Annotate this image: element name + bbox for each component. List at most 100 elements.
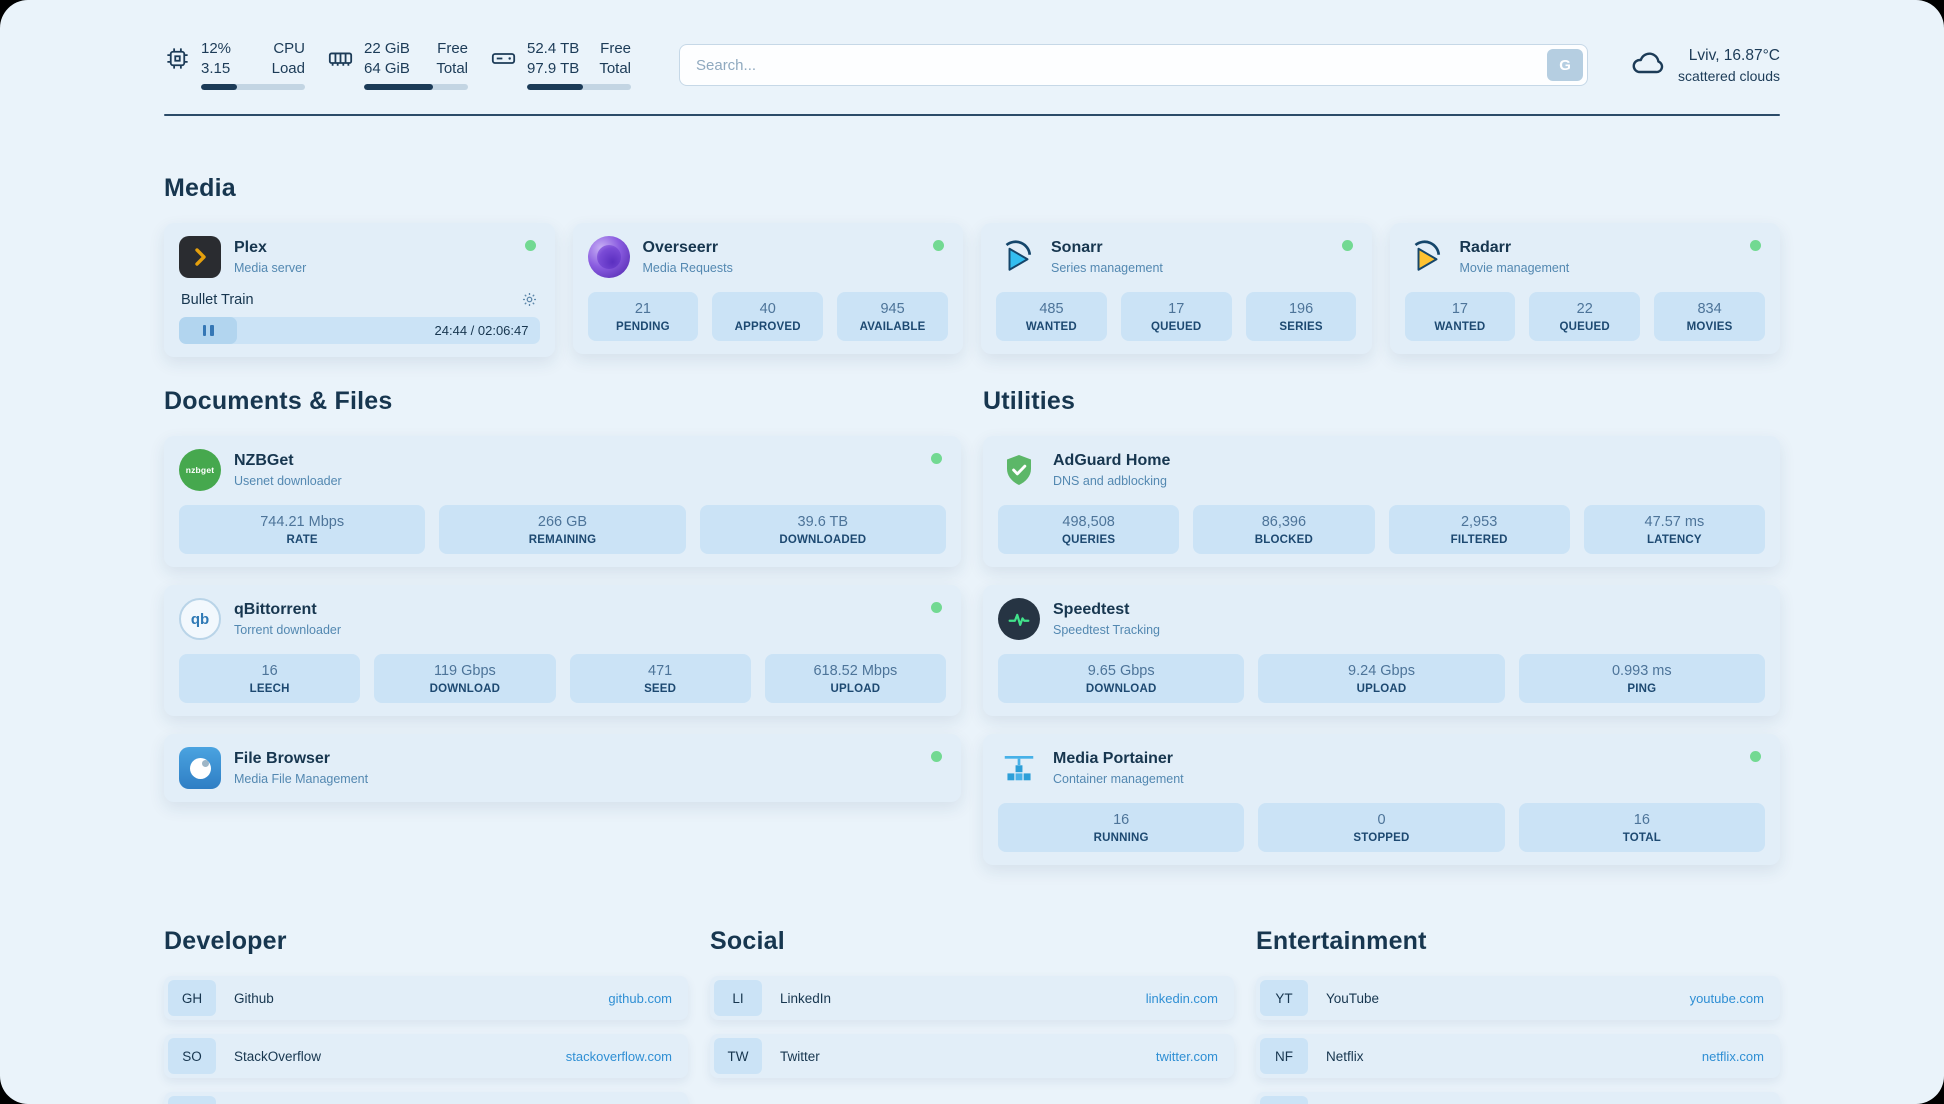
stat-value: 0: [1377, 812, 1386, 828]
stat-value: 498,508: [1062, 514, 1115, 530]
stat-label: AVAILABLE: [859, 321, 926, 333]
card-qbittorrent[interactable]: qb qBittorrent Torrent downloader 16: [164, 585, 961, 716]
stat-label: UPLOAD: [830, 683, 881, 695]
stat-label: APPROVED: [734, 321, 801, 333]
disk-total-label: Total: [599, 60, 631, 77]
app-subtitle-filebrowser: Media File Management: [234, 772, 369, 786]
stat-queries: 498,508 QUERIES: [998, 505, 1180, 554]
stat-download: 9.65 Gbps DOWNLOAD: [998, 654, 1245, 703]
top-bar: 12% 3.15 CPU Load: [164, 40, 1780, 90]
stat-value: 618.52 Mbps: [813, 663, 898, 679]
status-dot-radarr: [1750, 240, 1761, 251]
adguard-icon: [998, 449, 1040, 491]
stat-label: SEED: [644, 683, 677, 695]
bookmark-reddit[interactable]: RE Reddit reddit.com: [1256, 1092, 1780, 1104]
bookmark-abbr: NF: [1260, 1038, 1308, 1074]
bookmark-abbr: GH: [168, 980, 216, 1016]
stat-label: QUEUED: [1151, 321, 1202, 333]
section-utilities: Utilities AdGuard Home: [983, 387, 1780, 865]
stat-label: QUERIES: [1062, 534, 1116, 546]
card-sonarr[interactable]: Sonarr Series management 485 WANTED 17 Q…: [981, 223, 1372, 354]
stat-value: 9.65 Gbps: [1087, 663, 1155, 679]
plex-icon: [179, 236, 221, 278]
section-title-developer: Developer: [164, 927, 287, 955]
bookmark-stackoverflow[interactable]: SO StackOverflow stackoverflow.com: [164, 1034, 688, 1078]
stat-label: BLOCKED: [1254, 534, 1313, 546]
player-progress-bar: 24:44 / 02:06:47: [179, 317, 540, 344]
app-title-adguard: AdGuard Home: [1053, 452, 1171, 469]
section-developer: Developer GH Github github.com SO StackO…: [164, 927, 688, 1104]
stat-label: DOWNLOADED: [779, 534, 867, 546]
cpu-progress-fill: [201, 84, 238, 90]
cpu-label: CPU: [273, 40, 305, 57]
card-nzbget[interactable]: nzbget NZBGet Usenet downloader 744.21 M…: [164, 436, 961, 567]
card-speedtest[interactable]: Speedtest Speedtest Tracking 9.65 Gbps D…: [983, 585, 1780, 716]
stat-label: SERIES: [1279, 321, 1323, 333]
status-dot-sonarr: [1341, 240, 1353, 251]
card-adguard[interactable]: AdGuard Home DNS and adblocking 498,508 …: [983, 436, 1780, 567]
status-dot-nzbget: [931, 453, 942, 464]
bookmark-abbr: TW: [714, 1038, 762, 1074]
stat-total: 16 TOTAL: [1518, 803, 1765, 852]
card-plex[interactable]: Plex Media server Bullet Train: [164, 223, 555, 357]
stat-value: 16: [1113, 812, 1130, 828]
stat-value: 834: [1697, 301, 1722, 317]
bookmark-youtube[interactable]: YT YouTube youtube.com: [1256, 976, 1780, 1020]
search-input[interactable]: [679, 44, 1589, 86]
bookmark-twitter[interactable]: TW Twitter twitter.com: [710, 1034, 1234, 1078]
bookmark-url: twitter.com: [1155, 1048, 1218, 1064]
search-provider-button[interactable]: G: [1547, 49, 1584, 81]
cpu-percent: 12%: [201, 40, 232, 57]
card-radarr[interactable]: Radarr Movie management 17 WANTED 22 QUE…: [1389, 223, 1780, 354]
stat-queued: 17 QUEUED: [1120, 292, 1232, 341]
weather-condition: scattered clouds: [1678, 67, 1780, 84]
bookmark-name: LinkedIn: [780, 990, 832, 1006]
app-title-sonarr: Sonarr: [1051, 239, 1103, 256]
stat-label: RATE: [286, 534, 318, 546]
stat-running: 16 RUNNING: [998, 803, 1245, 852]
disk-icon: [490, 40, 517, 72]
memory-free-value: 22 GiB: [364, 40, 410, 57]
section-title-utilities: Utilities: [983, 387, 1076, 415]
stat-label: DOWNLOAD: [1085, 683, 1157, 695]
stat-label: LEECH: [249, 683, 290, 695]
bookmark-dev[interactable]: DT DEV dev.to: [164, 1092, 688, 1104]
stat-value: 39.6 TB: [797, 514, 849, 530]
app-subtitle-qbittorrent: Torrent downloader: [234, 623, 342, 637]
card-portainer[interactable]: Media Portainer Container management 16 …: [983, 734, 1780, 865]
speedtest-icon: [998, 598, 1040, 640]
section-title-media: Media: [164, 174, 236, 202]
stat-wanted: 485 WANTED: [996, 292, 1107, 341]
sonarr-icon: [996, 236, 1038, 278]
memory-widget: 22 GiB 64 GiB Free Total: [327, 40, 468, 90]
memory-free-label: Free: [437, 40, 468, 57]
stat-label: STOPPED: [1353, 832, 1410, 844]
stat-rate: 744.21 Mbps RATE: [179, 505, 426, 554]
bookmark-netflix[interactable]: NF Netflix netflix.com: [1256, 1034, 1780, 1078]
app-title-qbittorrent: qBittorrent: [234, 601, 317, 618]
stat-value: 0.993 ms: [1611, 663, 1672, 679]
card-overseerr[interactable]: Overseerr Media Requests 21 PENDING 40 A…: [572, 223, 963, 354]
stat-label: PING: [1627, 683, 1657, 695]
memory-progress-fill: [364, 84, 433, 90]
portainer-icon: [998, 747, 1040, 789]
stat-value: 22: [1576, 301, 1593, 317]
memory-total-value: 64 GiB: [364, 60, 410, 77]
cpu-load-value: 3.15: [201, 60, 231, 77]
stat-value: 16: [261, 663, 278, 679]
stat-approved: 40 APPROVED: [712, 292, 824, 341]
stat-movies: 834 MOVIES: [1654, 292, 1765, 341]
app-title-nzbget: NZBGet: [234, 452, 294, 469]
card-filebrowser[interactable]: File Browser Media File Management: [164, 734, 961, 802]
cpu-progress-bar: [201, 84, 305, 90]
stat-value: 9.24 Gbps: [1348, 663, 1415, 679]
app-subtitle-nzbget: Usenet downloader: [234, 474, 342, 488]
stat-label: MOVIES: [1686, 321, 1733, 333]
bookmark-github[interactable]: GH Github github.com: [164, 976, 688, 1020]
pause-button[interactable]: [179, 317, 237, 344]
stat-label: QUEUED: [1559, 321, 1610, 333]
bookmark-linkedin[interactable]: LI LinkedIn linkedin.com: [710, 976, 1234, 1020]
gear-icon[interactable]: [521, 291, 538, 308]
search-bar: G: [679, 44, 1589, 86]
